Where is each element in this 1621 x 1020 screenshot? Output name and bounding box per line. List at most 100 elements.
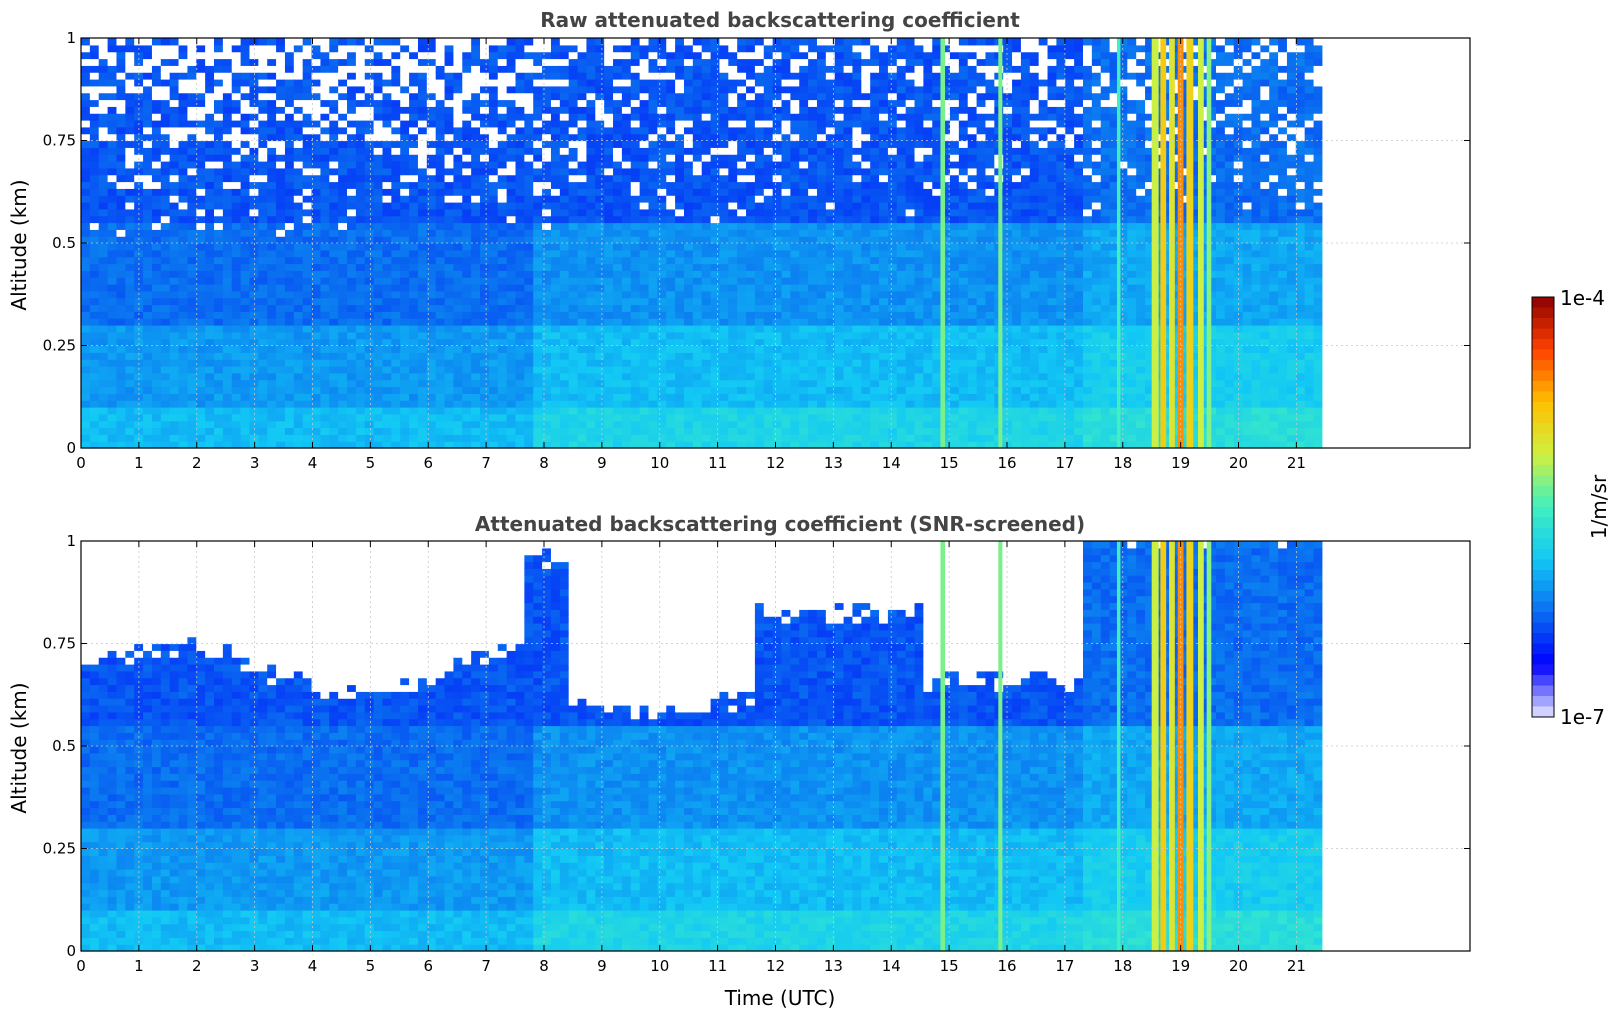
heatmap-cell	[799, 236, 809, 244]
heatmap-cell	[89, 434, 100, 442]
heatmap-cell	[426, 311, 437, 319]
heatmap-cell	[125, 386, 135, 394]
heatmap-cell	[267, 236, 277, 244]
heatmap-cell	[480, 195, 490, 203]
heatmap-cell	[222, 51, 233, 60]
heatmap-cell	[258, 161, 268, 169]
heatmap-cell	[799, 256, 809, 265]
heatmap-cell	[134, 427, 144, 435]
heatmap-cell	[98, 407, 109, 415]
heatmap-cell	[657, 338, 667, 347]
heatmap-cell	[506, 407, 517, 415]
heatmap-cell	[746, 318, 756, 326]
heatmap-cell	[595, 311, 605, 319]
heatmap-cell	[542, 188, 552, 196]
heatmap-cell	[143, 413, 153, 422]
heatmap-cell	[347, 140, 357, 148]
heatmap-cell	[763, 133, 774, 142]
heatmap-cell	[214, 400, 224, 408]
heatmap-cell	[639, 222, 650, 230]
heatmap-cell	[559, 133, 570, 142]
heatmap-cell	[692, 133, 703, 142]
heatmap-cell	[409, 372, 419, 381]
heatmap-cell	[222, 65, 233, 73]
heatmap-cell	[355, 386, 366, 394]
heatmap-cell	[728, 311, 738, 319]
heatmap-cell	[542, 256, 552, 265]
heatmap-cell	[621, 174, 632, 183]
heatmap-cell	[258, 352, 268, 360]
heatmap-cell	[426, 441, 437, 449]
heatmap-cell	[169, 113, 180, 121]
heatmap-cell	[462, 256, 472, 265]
heatmap-cell	[542, 352, 552, 360]
heatmap-cell	[692, 140, 703, 148]
heatmap-cell	[151, 366, 162, 374]
heatmap-cell	[577, 243, 588, 251]
heatmap-cell	[364, 188, 375, 196]
heatmap-cell	[488, 208, 499, 217]
heatmap-cell	[276, 174, 286, 183]
heatmap-cell	[276, 38, 286, 46]
heatmap-cell	[710, 400, 721, 408]
heatmap-cell	[763, 400, 774, 408]
heatmap-cell	[364, 400, 375, 408]
heatmap-cell	[746, 338, 756, 347]
heatmap-cell	[568, 202, 579, 210]
heatmap-cell	[151, 202, 162, 210]
heatmap-cell	[613, 345, 623, 353]
heatmap-cell	[267, 106, 277, 114]
heatmap-cell	[586, 85, 596, 94]
heatmap-cell	[488, 284, 499, 292]
heatmap-cell	[657, 72, 667, 80]
heatmap-cell	[267, 263, 277, 271]
heatmap-cell	[435, 277, 446, 285]
heatmap-cell	[630, 79, 641, 87]
heatmap-cell	[258, 92, 268, 101]
heatmap-cell	[808, 72, 818, 80]
heatmap-cell	[205, 386, 215, 394]
heatmap-cell	[630, 249, 641, 258]
heatmap-cell	[746, 140, 756, 148]
heatmap-cell	[81, 338, 91, 347]
heatmap-cell	[746, 393, 756, 401]
heatmap-cell	[311, 277, 322, 285]
heatmap-cell	[338, 208, 348, 217]
heatmap-cell	[453, 58, 463, 66]
heatmap-cell	[816, 366, 827, 374]
heatmap-cell	[657, 85, 667, 94]
heatmap-cell	[276, 277, 286, 285]
heatmap-cell	[737, 99, 747, 107]
heatmap-cell	[586, 236, 596, 244]
heatmap-cell	[311, 208, 322, 217]
heatmap-cell	[613, 284, 623, 292]
heatmap-cell	[542, 359, 552, 367]
heatmap-cell	[329, 113, 339, 121]
heatmap-cell	[116, 181, 126, 189]
heatmap-cell	[284, 243, 295, 251]
heatmap-cell	[435, 181, 446, 189]
heatmap-cell	[311, 379, 322, 388]
heatmap-cell	[604, 58, 614, 66]
heatmap-cell	[701, 393, 712, 401]
heatmap-cell	[630, 331, 641, 340]
heatmap-cell	[524, 407, 534, 415]
heatmap-cell	[586, 400, 596, 408]
heatmap-cell	[719, 441, 729, 449]
heatmap-cell	[497, 51, 508, 60]
heatmap-cell	[471, 106, 481, 114]
heatmap-cell	[178, 44, 189, 53]
heatmap-cell	[621, 72, 632, 80]
heatmap-cell	[107, 113, 118, 121]
heatmap-cell	[196, 140, 206, 148]
heatmap-cell	[178, 407, 189, 415]
heatmap-cell	[116, 407, 126, 415]
heatmap-cell	[417, 304, 428, 312]
heatmap-cell	[462, 215, 472, 224]
heatmap-cell	[515, 215, 525, 224]
heatmap-cell	[311, 147, 322, 155]
heatmap-cell	[683, 386, 694, 394]
heatmap-cell	[329, 311, 339, 319]
heatmap-cell	[701, 277, 712, 285]
heatmap-cell	[373, 249, 384, 258]
